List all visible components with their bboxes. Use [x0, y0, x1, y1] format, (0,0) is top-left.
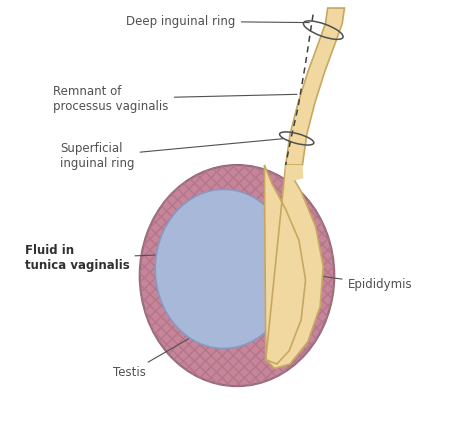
- Ellipse shape: [140, 165, 334, 386]
- Ellipse shape: [155, 189, 292, 348]
- Polygon shape: [286, 8, 345, 165]
- Text: Fluid in
tunica vaginalis: Fluid in tunica vaginalis: [25, 244, 199, 272]
- Text: Epididymis: Epididymis: [319, 276, 412, 291]
- Polygon shape: [286, 165, 303, 183]
- Text: Remnant of
processus vaginalis: Remnant of processus vaginalis: [54, 85, 297, 113]
- Polygon shape: [264, 165, 323, 368]
- Text: Testis: Testis: [113, 330, 204, 379]
- Text: Deep inguinal ring: Deep inguinal ring: [127, 15, 310, 28]
- Text: Superficial
inguinal ring: Superficial inguinal ring: [60, 139, 283, 170]
